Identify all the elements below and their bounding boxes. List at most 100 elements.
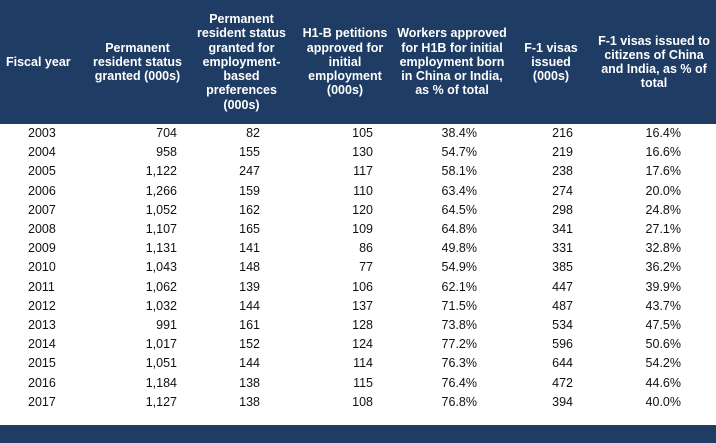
fiscal-year-cell: 2003: [28, 126, 56, 141]
employment-based-cell: 138: [239, 375, 260, 390]
h1b-china-india-pct-cell: 58.1%: [441, 164, 477, 179]
h1b-china-india-pct-cell: 77.2%: [441, 337, 477, 352]
h1b-china-india-pct-cell: 62.1%: [441, 279, 477, 294]
h1b-china-india-pct-cell: 76.8%: [441, 394, 477, 409]
f1-china-india-pct-cell: 24.8%: [645, 202, 681, 217]
column-header-f1-visas: F-1 visas issued (000s): [510, 0, 592, 124]
h1b-petitions-cell: 137: [352, 298, 373, 313]
f1-visas-cell: 596: [552, 337, 573, 352]
h1b-china-india-pct-cell: 54.7%: [441, 145, 477, 160]
employment-based-cell: 138: [239, 394, 260, 409]
h1b-petitions-cell: 124: [352, 337, 373, 352]
permanent-resident-cell: 991: [156, 317, 177, 332]
h1b-china-india-pct-cell: 38.4%: [441, 126, 477, 141]
table-row: 2008 1,107 165 109 64.8% 341 27.1%: [0, 220, 716, 239]
employment-based-cell: 144: [239, 356, 260, 371]
f1-visas-cell: 487: [552, 298, 573, 313]
permanent-resident-cell: 1,032: [145, 298, 177, 313]
h1b-china-india-pct-cell: 54.9%: [441, 260, 477, 275]
table-row: 2009 1,131 141 86 49.8% 331 32.8%: [0, 239, 716, 258]
h1b-china-india-pct-cell: 64.5%: [441, 202, 477, 217]
fiscal-year-cell: 2006: [28, 183, 56, 198]
table-row: 2017 1,127 138 108 76.8% 394 40.0%: [0, 393, 716, 412]
h1b-china-india-pct-cell: 63.4%: [441, 183, 477, 198]
h1b-petitions-cell: 120: [352, 202, 373, 217]
employment-based-cell: 162: [239, 202, 260, 217]
permanent-resident-cell: 1,122: [145, 164, 177, 179]
column-header-employment-based: Permanent resident status granted for em…: [187, 0, 296, 124]
f1-visas-cell: 644: [552, 356, 573, 371]
h1b-petitions-cell: 105: [352, 126, 373, 141]
h1b-petitions-cell: 108: [352, 394, 373, 409]
h1b-petitions-cell: 117: [353, 164, 373, 179]
h1b-petitions-cell: 109: [352, 222, 373, 237]
employment-based-cell: 247: [239, 164, 260, 179]
column-header-permanent-resident: Permanent resident status granted (000s): [88, 0, 187, 124]
employment-based-cell: 144: [239, 298, 260, 313]
f1-china-india-pct-cell: 54.2%: [645, 356, 681, 371]
f1-china-india-pct-cell: 17.6%: [645, 164, 681, 179]
fiscal-year-cell: 2011: [28, 279, 55, 294]
fiscal-year-cell: 2016: [28, 375, 56, 390]
table-row: 2013 991 161 128 73.8% 534 47.5%: [0, 316, 716, 335]
f1-visas-cell: 216: [552, 126, 573, 141]
employment-based-cell: 139: [239, 279, 260, 294]
f1-china-india-pct-cell: 50.6%: [645, 337, 681, 352]
permanent-resident-cell: 1,062: [145, 279, 177, 294]
f1-visas-cell: 447: [552, 279, 573, 294]
f1-visas-cell: 238: [552, 164, 573, 179]
permanent-resident-cell: 1,017: [145, 337, 177, 352]
permanent-resident-cell: 1,184: [145, 375, 177, 390]
h1b-china-india-pct-cell: 76.4%: [441, 375, 477, 390]
f1-visas-cell: 341: [552, 222, 573, 237]
f1-visas-cell: 385: [552, 260, 573, 275]
h1b-china-india-pct-cell: 71.5%: [441, 298, 477, 313]
table-row: 2007 1,052 162 120 64.5% 298 24.8%: [0, 201, 716, 220]
table-row: 2016 1,184 138 115 76.4% 472 44.6%: [0, 373, 716, 392]
immigration-data-table: Fiscal year Permanent resident status gr…: [0, 0, 716, 412]
f1-china-india-pct-cell: 44.6%: [645, 375, 681, 390]
h1b-petitions-cell: 130: [352, 145, 373, 160]
h1b-petitions-cell: 110: [353, 183, 373, 198]
employment-based-cell: 165: [239, 222, 260, 237]
f1-visas-cell: 219: [552, 145, 573, 160]
f1-visas-cell: 298: [552, 202, 573, 217]
h1b-petitions-cell: 115: [353, 375, 373, 390]
f1-china-india-pct-cell: 43.7%: [645, 298, 681, 313]
fiscal-year-cell: 2009: [28, 241, 56, 256]
table-row: 2003 704 82 105 38.4% 216 16.4%: [0, 124, 716, 143]
permanent-resident-cell: 1,131: [145, 241, 177, 256]
employment-based-cell: 161: [239, 317, 260, 332]
permanent-resident-cell: 1,051: [145, 356, 177, 371]
f1-visas-cell: 274: [552, 183, 573, 198]
f1-china-india-pct-cell: 40.0%: [645, 394, 681, 409]
table-row: 2015 1,051 144 114 76.3% 644 54.2%: [0, 354, 716, 373]
f1-china-india-pct-cell: 20.0%: [645, 183, 681, 198]
footer-bar: [0, 425, 716, 443]
table-row: 2014 1,017 152 124 77.2% 596 50.6%: [0, 335, 716, 354]
table-row: 2010 1,043 148 77 54.9% 385 36.2%: [0, 258, 716, 277]
permanent-resident-cell: 958: [156, 145, 177, 160]
fiscal-year-cell: 2012: [28, 298, 56, 313]
h1b-petitions-cell: 77: [359, 260, 373, 275]
permanent-resident-cell: 1,127: [145, 394, 177, 409]
table-row: 2006 1,266 159 110 63.4% 274 20.0%: [0, 182, 716, 201]
column-header-fiscal-year: Fiscal year: [0, 0, 88, 124]
employment-based-cell: 159: [239, 183, 260, 198]
column-header-f1-china-india-pct: F-1 visas issued to citizens of China an…: [592, 0, 716, 124]
employment-based-cell: 148: [239, 260, 260, 275]
f1-china-india-pct-cell: 16.4%: [645, 126, 681, 141]
h1b-petitions-cell: 86: [359, 241, 373, 256]
employment-based-cell: 141: [239, 241, 260, 256]
fiscal-year-cell: 2015: [28, 356, 56, 371]
f1-china-india-pct-cell: 39.9%: [645, 279, 681, 294]
table-row: 2011 1,062 139 106 62.1% 447 39.9%: [0, 278, 716, 297]
fiscal-year-cell: 2014: [28, 337, 56, 352]
table-row: 2005 1,122 247 117 58.1% 238 17.6%: [0, 162, 716, 181]
h1b-china-india-pct-cell: 73.8%: [441, 317, 477, 332]
permanent-resident-cell: 1,043: [145, 260, 177, 275]
fiscal-year-cell: 2013: [28, 317, 56, 332]
h1b-petitions-cell: 128: [352, 317, 373, 332]
employment-based-cell: 82: [246, 126, 260, 141]
